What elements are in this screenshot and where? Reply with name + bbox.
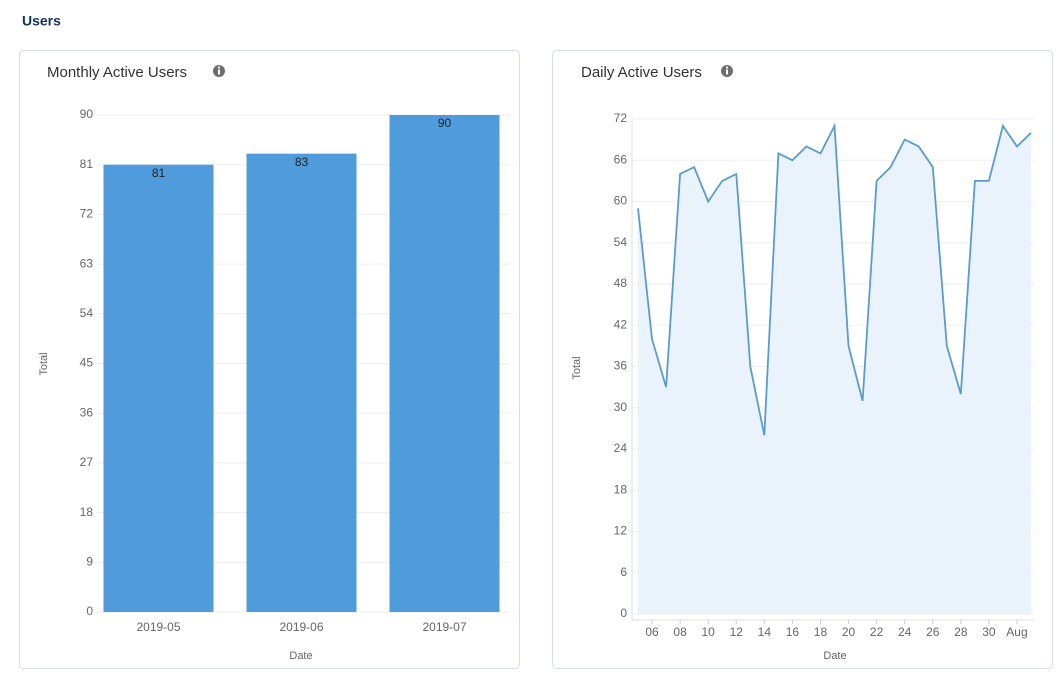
x-tick-label: Aug [1006,625,1027,639]
info-icon[interactable] [213,65,225,77]
x-tick-label: 26 [926,625,940,639]
y-tick-label: 54 [614,235,628,249]
x-tick-label: 14 [758,625,772,639]
y-tick-label: 9 [86,554,93,568]
bar [103,164,214,612]
x-tick-label: 12 [730,625,744,639]
chart-title: Monthly Active Users [47,64,187,81]
x-tick-label: 24 [898,625,912,639]
x-tick-label: 08 [673,625,687,639]
x-tick-label: 22 [870,625,884,639]
y-tick-label: 66 [614,152,628,166]
x-axis-title: Date [289,650,312,662]
y-tick-label: 81 [80,157,94,171]
y-tick-label: 48 [614,276,628,290]
y-tick-label: 72 [614,111,628,125]
x-tick-label: 2019-06 [279,620,323,634]
data-label: 83 [295,155,309,169]
bar [389,115,500,612]
y-tick-label: 36 [80,405,94,419]
y-tick-label: 36 [614,359,628,373]
bar [246,153,357,612]
x-tick-label: 2019-07 [422,620,466,634]
y-tick-label: 30 [614,400,628,414]
y-tick-label: 90 [80,107,94,121]
x-tick-label: 28 [954,625,968,639]
y-tick-label: 18 [80,505,94,519]
info-icon[interactable] [721,65,733,77]
y-tick-label: 27 [80,455,94,469]
y-axis-title: Total [38,352,50,375]
y-tick-label: 63 [80,256,94,270]
y-axis-title: Total [571,356,583,379]
x-tick-label: 20 [842,625,856,639]
section-title: Users [22,13,61,29]
y-tick-label: 12 [614,524,628,538]
y-tick-label: 18 [614,482,628,496]
x-tick-label: 2019-05 [136,620,180,634]
x-tick-label: 10 [701,625,715,639]
y-tick-label: 45 [80,356,94,370]
x-tick-label: 18 [814,625,828,639]
x-axis-title: Date [823,650,846,662]
y-tick-label: 0 [86,604,93,618]
x-tick-label: 16 [786,625,800,639]
data-label: 90 [438,116,452,130]
chart-title: Daily Active Users [581,64,702,81]
y-tick-label: 6 [620,565,627,579]
y-tick-label: 24 [614,441,628,455]
y-tick-label: 42 [614,317,628,331]
x-tick-label: 06 [645,625,659,639]
y-tick-label: 60 [614,194,628,208]
y-tick-label: 72 [80,207,94,221]
data-label: 81 [152,166,166,180]
line [637,122,1032,436]
area [638,125,1031,615]
y-tick-label: 54 [80,306,94,320]
y-tick-label: 0 [620,606,627,620]
x-tick-label: 30 [982,625,996,639]
